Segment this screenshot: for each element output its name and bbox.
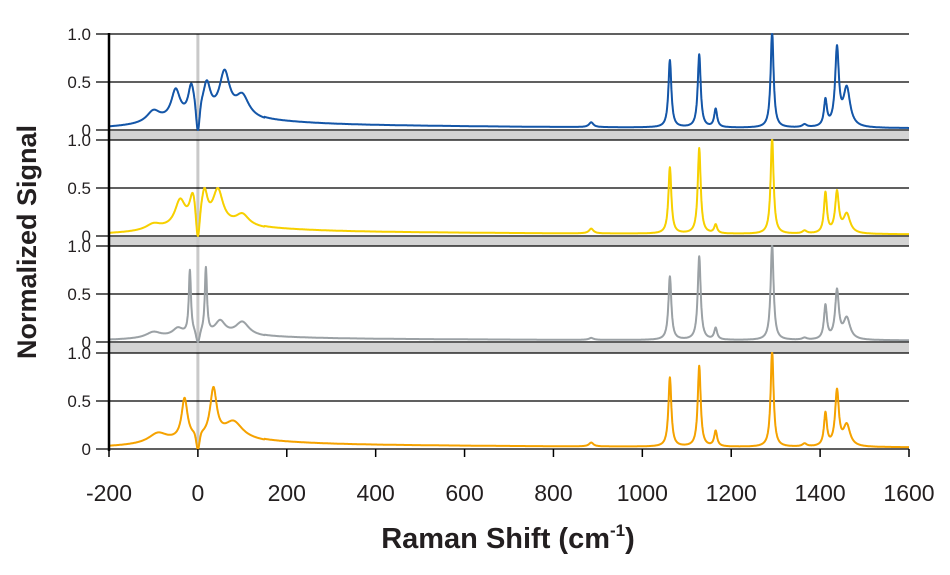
x-tick-label: 1400 xyxy=(795,480,846,506)
x-tick-label: 1600 xyxy=(883,480,934,506)
y-tick-label: 0 xyxy=(82,121,91,140)
series-line-spectrum-3 xyxy=(108,245,910,343)
panel-separator xyxy=(109,237,909,246)
panel-2: 0 0.5 1.0 xyxy=(67,131,910,246)
x-axis-label-sup: -1 xyxy=(610,521,625,540)
series-line-spectrum-4 xyxy=(108,352,910,450)
y-tick-label: 1.0 xyxy=(67,25,91,44)
y-tick-label: 1.0 xyxy=(67,344,91,363)
panel-separator xyxy=(109,131,909,140)
y-tick-label: 0 xyxy=(82,333,91,352)
y-tick-label: 0 xyxy=(82,227,91,246)
x-tick-label: 800 xyxy=(534,480,572,506)
x-tick-label: 1000 xyxy=(617,480,668,506)
series-line-spectrum-2 xyxy=(108,139,910,237)
y-tick-label: 1.0 xyxy=(67,237,91,256)
x-tick-label: 600 xyxy=(445,480,483,506)
panel-3: 0 0.5 1.0 xyxy=(67,237,910,352)
y-tick-label: 1.0 xyxy=(67,131,91,150)
x-tick-label: 400 xyxy=(356,480,394,506)
y-tick-label: 0.5 xyxy=(67,285,91,304)
y-axis-label: Normalized Signal xyxy=(12,125,42,359)
x-tick-label: 1200 xyxy=(706,480,757,506)
x-axis-label: Raman Shift (cm-1) xyxy=(381,521,635,555)
panel-1: 0 0.5 1.0 xyxy=(67,25,910,140)
y-tick-label: 0 xyxy=(82,440,91,459)
x-tick-label: 200 xyxy=(268,480,306,506)
x-tick-label: -200 xyxy=(86,480,132,506)
series-line-spectrum-1 xyxy=(108,33,910,131)
x-axis-label-close: ) xyxy=(625,523,635,555)
y-tick-label: 0.5 xyxy=(67,392,91,411)
panels: 00.51.000.51.000.51.000.51.0 xyxy=(67,25,910,459)
x-axis-label-main: Raman Shift (cm xyxy=(381,523,610,555)
x-tick-label: 0 xyxy=(191,480,204,506)
y-tick-label: 0.5 xyxy=(67,179,91,198)
panel-separator xyxy=(109,343,909,353)
panel-4: 0 0.5 1.0 xyxy=(67,344,910,459)
x-axis: -200 0 200 400 600 800 1000 1200 1400 1600 xyxy=(86,449,935,506)
y-tick-label: 0.5 xyxy=(67,73,91,92)
